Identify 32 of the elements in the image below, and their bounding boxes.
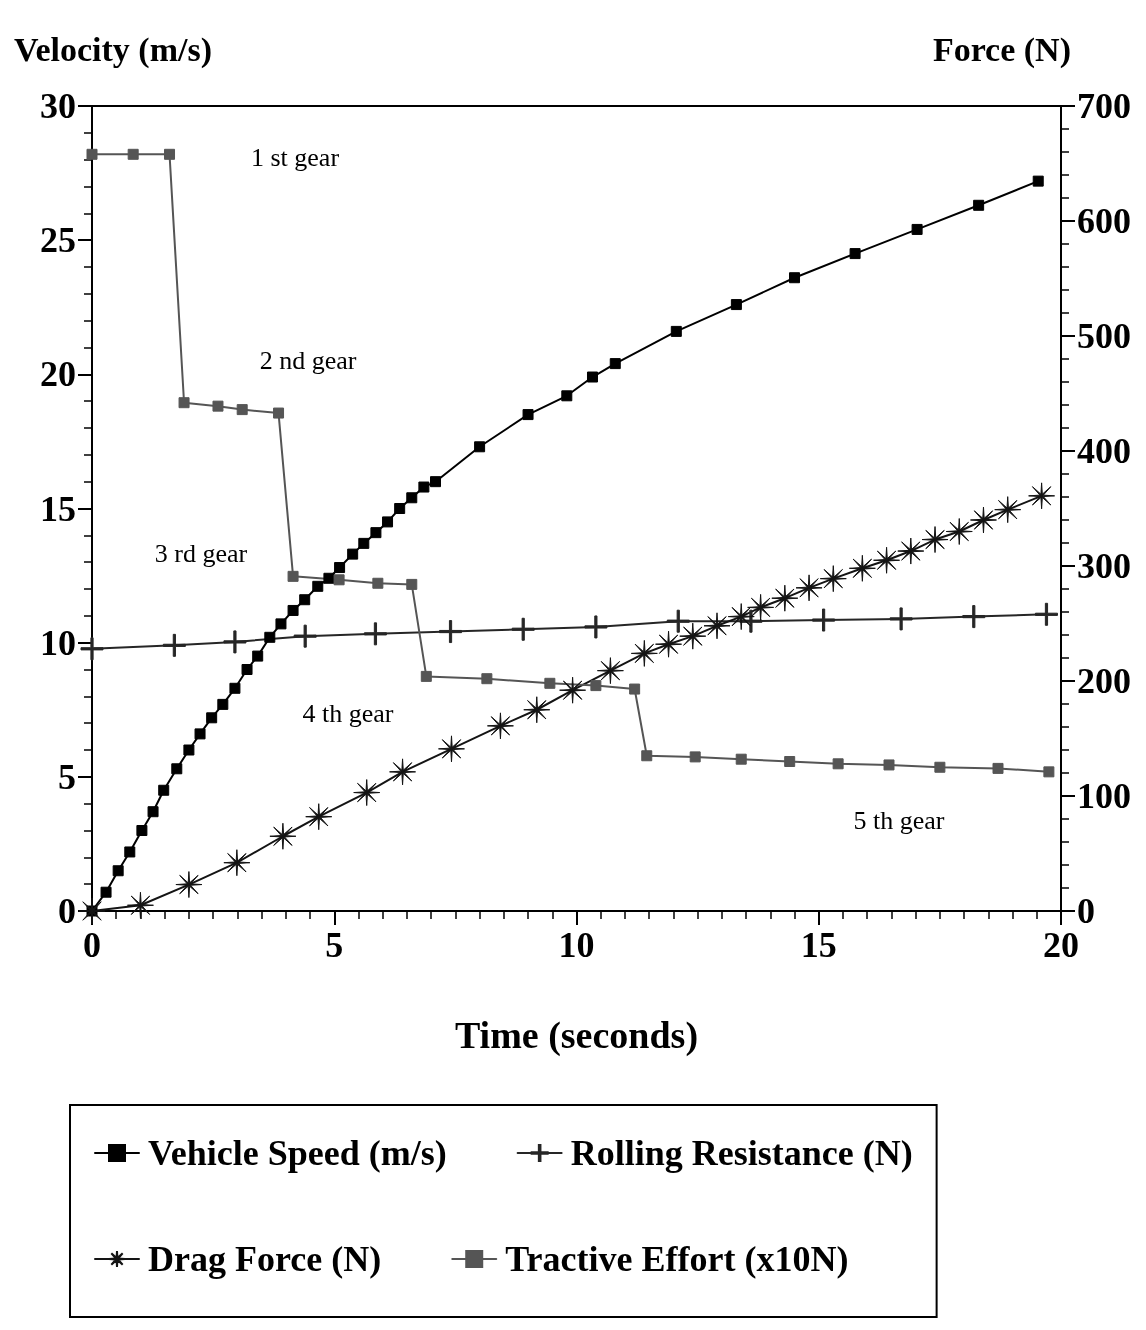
annotation: 4 th gear <box>302 698 394 728</box>
y2-axis-title: Force (N) <box>932 30 1071 69</box>
y2-tick-label: 600 <box>1077 201 1131 241</box>
annotation: 3 rd gear <box>154 538 248 568</box>
x-tick-label: 10 <box>558 925 595 965</box>
annotation: 1 st gear <box>250 142 340 172</box>
legend-label: Rolling Resistance (N) <box>570 1133 913 1173</box>
y-tick-label: 5 <box>58 756 76 797</box>
legend-label: Tractive Effort (x10N) <box>505 1239 849 1279</box>
y-tick-label: 0 <box>58 891 76 931</box>
y-tick-label: 25 <box>40 220 76 261</box>
y2-tick-label: 200 <box>1077 661 1131 701</box>
y2-tick-label: 700 <box>1077 86 1131 126</box>
y-tick-label: 15 <box>40 488 76 529</box>
y-axis-title: Velocity (m/s) <box>14 30 212 69</box>
y2-tick-label: 0 <box>1077 891 1095 931</box>
y-tick-label: 30 <box>40 86 76 126</box>
legend-label: Drag Force (N) <box>148 1239 382 1279</box>
x-tick-label: 20 <box>1043 925 1079 965</box>
x-tick-label: 5 <box>325 925 344 965</box>
annotation: 5 th gear <box>853 805 945 835</box>
x-axis-title: Time (seconds) <box>454 1014 699 1057</box>
annotation: 2 nd gear <box>259 345 357 375</box>
y2-tick-label: 100 <box>1077 776 1131 816</box>
y2-tick-label: 400 <box>1077 431 1131 471</box>
y-tick-label: 10 <box>40 622 76 663</box>
y2-tick-label: 500 <box>1077 316 1131 356</box>
x-tick-label: 15 <box>800 925 837 965</box>
y-tick-label: 20 <box>40 354 76 395</box>
legend-label: Vehicle Speed (m/s) <box>148 1133 447 1173</box>
y2-tick-label: 300 <box>1077 546 1131 586</box>
x-tick-label: 0 <box>83 925 101 965</box>
